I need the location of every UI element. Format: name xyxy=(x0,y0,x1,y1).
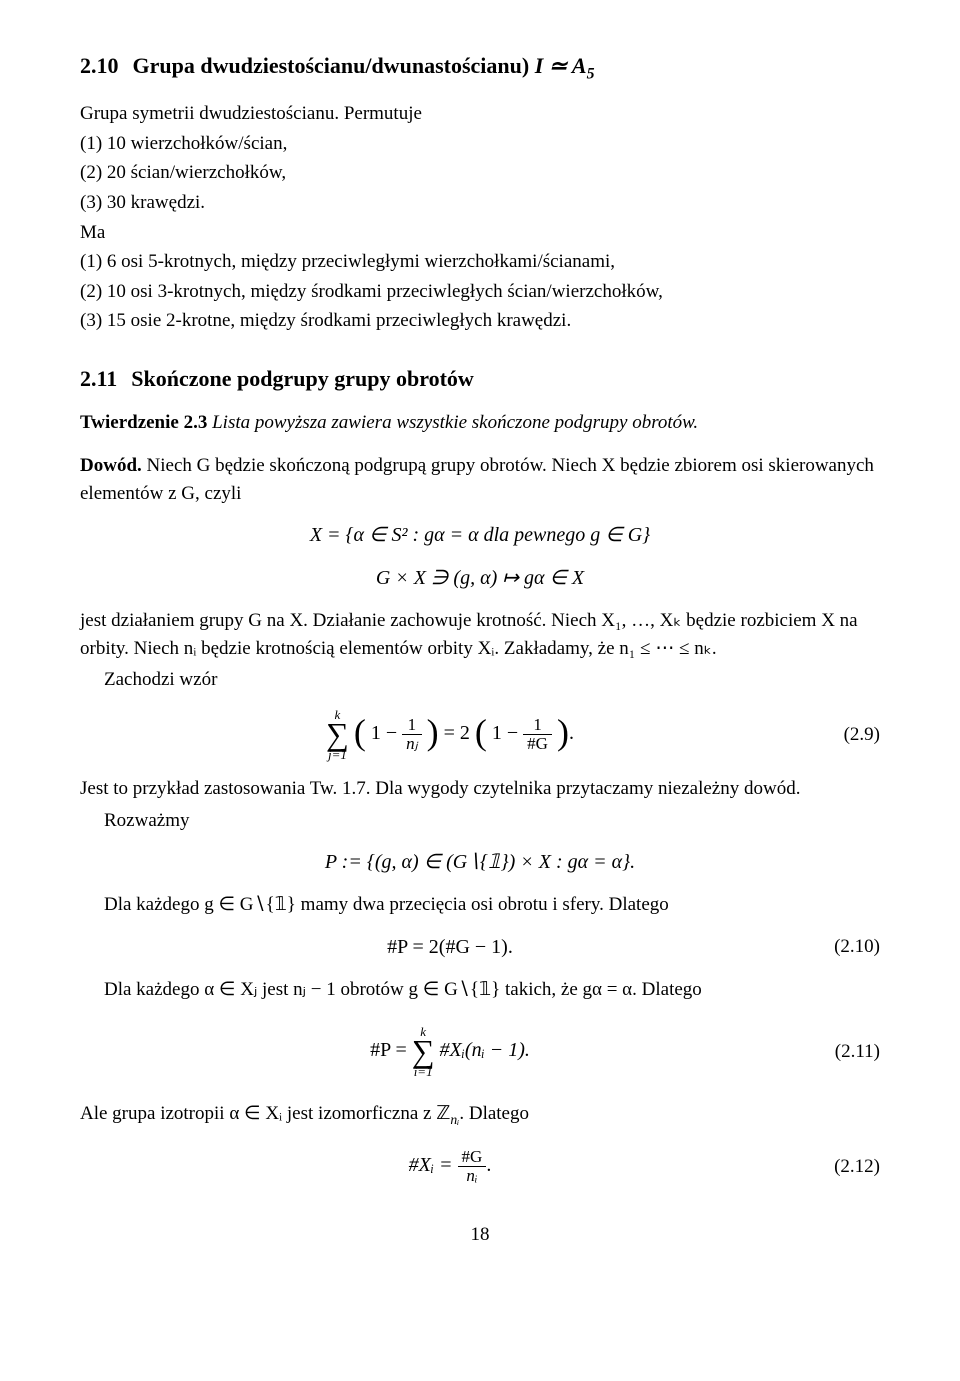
eq211-sum-sub: i=1 xyxy=(412,1065,435,1078)
proof-para-5: Dla każdego α ∈ Xⱼ jest nⱼ − 1 obrotów g… xyxy=(80,976,880,1004)
eq212-frac: #G nᵢ xyxy=(458,1148,487,1185)
theorem-2-3-label: Twierdzenie 2.3 xyxy=(80,412,207,433)
eq211-pre: #P = xyxy=(370,1039,412,1061)
eq29-lhs-num: 1 xyxy=(402,716,421,734)
eq-2-10: #P = 2(#G − 1). (2.10) xyxy=(80,933,880,962)
eq29-minus-2: 1 − xyxy=(492,722,518,744)
eq211-sum: k ∑ i=1 xyxy=(412,1025,435,1078)
section-2-11-number: 2.11 xyxy=(80,366,117,391)
section-2-10-title-sub: 5 xyxy=(587,65,595,82)
proof-para-4: Dla każdego g ∈ G∖{𝟙} mamy dwa przecięci… xyxy=(80,891,880,919)
proof-text-1: Niech G będzie skończoną podgrupą grupy … xyxy=(80,455,874,504)
eq-2-9: k ∑ j=1 ( 1 − 1 nⱼ ) = 2 ( 1 − 1 #G ). (… xyxy=(80,708,880,761)
proof-para-3b: Rozważmy xyxy=(80,807,880,835)
eq29-rhs-num: 1 xyxy=(523,716,552,734)
proof-para-3: Jest to przykład zastosowania Tw. 1.7. D… xyxy=(80,775,880,803)
eq-2-10-number: (2.10) xyxy=(820,933,880,961)
section-2-10-title: 2.10 Grupa dwudziestościanu/dwunastościan… xyxy=(80,50,880,86)
proof-para-6: Ale grupa izotropii α ∈ Xᵢ jest izomorfi… xyxy=(80,1100,880,1130)
eq212-lhs: #Xᵢ = xyxy=(409,1154,458,1176)
eq-2-12: #Xᵢ = #G nᵢ . (2.12) xyxy=(80,1148,880,1185)
eq-X-def: X = {α ∈ S² : gα = α dla pewnego g ∈ G} xyxy=(80,521,880,550)
eq29-eq2: = 2 xyxy=(444,722,470,744)
page-number: 18 xyxy=(80,1221,880,1249)
section-2-10-number: 2.10 xyxy=(80,53,119,78)
eq-2-11: #P = k ∑ i=1 #Xᵢ(nᵢ − 1). (2.11) xyxy=(80,1025,880,1078)
eq-2-11-number: (2.11) xyxy=(820,1038,880,1066)
s1-item2-2: (2) 10 osi 3-krotnych, między środkami p… xyxy=(80,278,880,306)
theorem-2-3: Twierdzenie 2.3 Lista powyższa zawiera w… xyxy=(80,409,880,437)
proof-para-2: jest działaniem grupy G na X. Działanie … xyxy=(80,607,880,662)
eq-P-def: P := {(g, α) ∈ (G∖{𝟙}) × X : gα = α}. xyxy=(80,848,880,877)
eq212-num: #G xyxy=(458,1148,487,1166)
eq-2-9-number: (2.9) xyxy=(820,721,880,749)
eq-2-10-body: #P = 2(#G − 1). xyxy=(80,933,820,962)
proof-para-6-sub: nᵢ xyxy=(450,1112,459,1127)
eq212-dot: . xyxy=(486,1154,491,1176)
proof-para-6-post: . Dlatego xyxy=(459,1103,529,1124)
s1-item2-3: (3) 15 osie 2-krotne, między środkami pr… xyxy=(80,307,880,335)
section-2-11-title-text: Skończone podgrupy grupy obrotów xyxy=(131,366,474,391)
eq29-lhs-den: nⱼ xyxy=(402,734,421,753)
s1-item-1: (1) 10 wierzchołków/ścian, xyxy=(80,130,880,158)
s1-item-2: (2) 20 ścian/wierzchołków, xyxy=(80,159,880,187)
section-2-10-title-math: I ≃ A xyxy=(535,53,587,78)
proof-label: Dowód. xyxy=(80,455,142,476)
proof-para-1: Dowód. Niech G będzie skończoną podgrupą… xyxy=(80,452,880,507)
eq29-dot: . xyxy=(569,722,574,744)
s1-item-3: (3) 30 krawędzi. xyxy=(80,189,880,217)
sum-sub: j=1 xyxy=(326,748,349,761)
proof-para-6-pre: Ale grupa izotropii α ∈ Xᵢ jest izomorfi… xyxy=(80,1103,450,1124)
eq212-den: nᵢ xyxy=(458,1166,487,1185)
eq29-lhs-frac: 1 nⱼ xyxy=(402,716,421,753)
section-2-11-title: 2.11 Skończone podgrupy grupy obrotów xyxy=(80,363,880,395)
sum-symbol: k ∑ j=1 xyxy=(326,708,349,761)
eq29-minus: 1 − xyxy=(371,722,397,744)
eq29-rhs-den: #G xyxy=(523,734,552,753)
s1-item2-1: (1) 6 osi 5-krotnych, między przeciwległ… xyxy=(80,248,880,276)
proof-para-2b: Zachodzi wzór xyxy=(80,666,880,694)
s1-intro: Grupa symetrii dwudziestościanu. Permutu… xyxy=(80,100,880,128)
eq-2-12-number: (2.12) xyxy=(820,1153,880,1181)
eq29-rhs-frac: 1 #G xyxy=(523,716,552,753)
s1-ma: Ma xyxy=(80,219,880,247)
section-2-10-title-text: Grupa dwudziestościanu/dwunastościanu) xyxy=(133,53,535,78)
eq211-post: #Xᵢ(nᵢ − 1). xyxy=(440,1039,530,1061)
theorem-2-3-body: Lista powyższa zawiera wszystkie skończo… xyxy=(207,412,698,433)
eq-action: G × X ∋ (g, α) ↦ gα ∈ X xyxy=(80,564,880,593)
